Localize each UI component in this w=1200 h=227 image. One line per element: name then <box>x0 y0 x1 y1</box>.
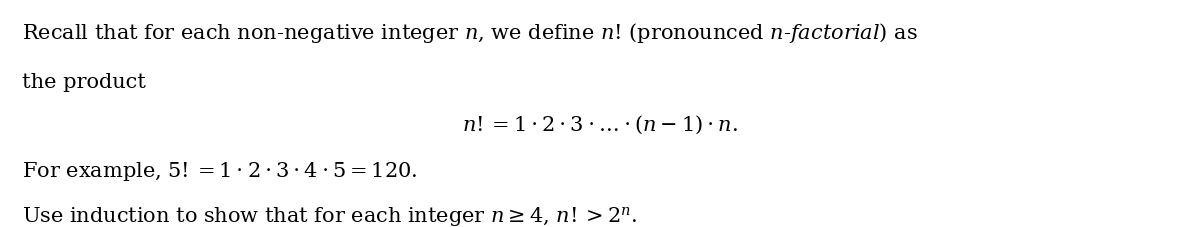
Text: Use induction to show that for each integer $n \geq 4$, $n! > 2^n$.: Use induction to show that for each inte… <box>22 204 637 227</box>
Text: For example, $5! = 1 \cdot 2 \cdot 3 \cdot 4 \cdot 5 = 120.$: For example, $5! = 1 \cdot 2 \cdot 3 \cd… <box>22 159 416 182</box>
Text: Recall that for each non-negative integer $n$, we define $n$! (pronounced $n$-$\: Recall that for each non-negative intege… <box>22 20 917 44</box>
Text: the product: the product <box>22 73 145 91</box>
Text: $n! = 1 \cdot 2 \cdot 3 \cdot \ldots \cdot (n - 1) \cdot n.$: $n! = 1 \cdot 2 \cdot 3 \cdot \ldots \cd… <box>462 114 738 136</box>
